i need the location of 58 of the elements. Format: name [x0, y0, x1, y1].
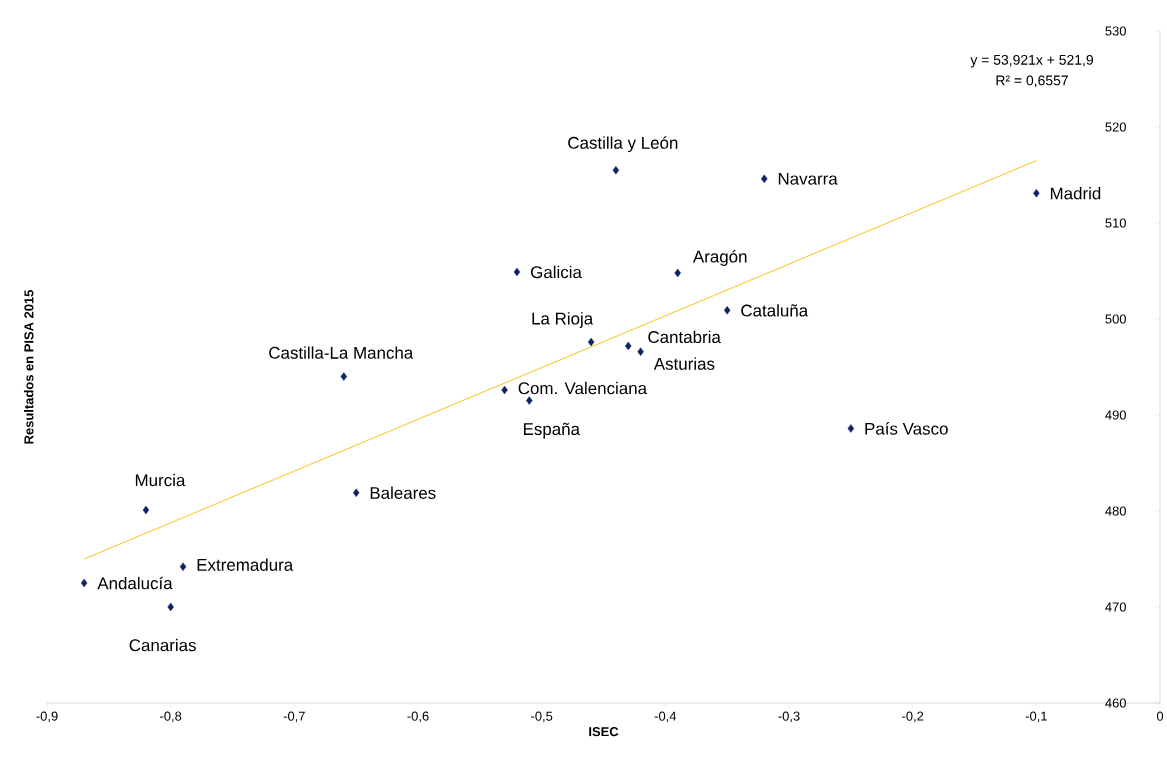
annotation: España — [523, 422, 581, 439]
x-tick-label: -0,6 — [407, 711, 429, 723]
annotation: Murcia — [135, 473, 186, 487]
x-tick-label: -0,2 — [902, 711, 924, 723]
x-tick-label: 0 — [1156, 711, 1164, 721]
point — [513, 267, 521, 277]
point — [587, 337, 595, 347]
point — [674, 268, 681, 278]
x-tick-label: -0,5 — [531, 711, 553, 723]
point — [1033, 189, 1040, 198]
annotation: Cataluña — [741, 304, 809, 317]
y-tick-label: 510 — [1105, 218, 1126, 228]
x-tick-label: -0,1 — [1025, 711, 1047, 723]
point — [612, 166, 620, 175]
point — [761, 174, 768, 184]
annotation: Andalucía — [97, 576, 173, 590]
x-tick-label: -0,9 — [36, 711, 58, 723]
x-tick-label: -0,7 — [283, 711, 305, 723]
point — [167, 602, 174, 612]
annotation: Canarias — [129, 638, 196, 652]
annotation: R² = 0,6557 — [996, 75, 1068, 87]
point — [723, 306, 731, 315]
y-tick-label: 500 — [1105, 314, 1126, 324]
point — [637, 347, 644, 356]
annotation: Asturias — [653, 357, 715, 370]
annotation: y = 53,921x + 521,9 — [970, 54, 1093, 68]
y-axis-title: Resultados en PISA 2015 — [23, 289, 34, 444]
annotation: Aragón — [692, 249, 747, 266]
point — [80, 578, 88, 588]
x-tick-label: -0,4 — [654, 711, 677, 723]
y-tick-label: 520 — [1105, 122, 1126, 132]
point — [501, 385, 508, 395]
point — [340, 372, 347, 381]
y-tick-label: 460 — [1105, 698, 1126, 708]
y-tick-label: 470 — [1105, 602, 1126, 612]
y-tick-label: 530 — [1105, 26, 1126, 36]
annotation: Cantabria — [648, 330, 721, 344]
point — [352, 488, 360, 497]
point — [625, 341, 632, 351]
annotation: Galicia — [531, 265, 582, 279]
point — [526, 396, 533, 405]
annotation: Baleares — [370, 486, 436, 499]
annotation: La Rioja — [532, 312, 594, 328]
annotation: Castilla y León — [568, 136, 678, 153]
y-tick-label: 490 — [1105, 410, 1126, 420]
point — [179, 562, 187, 571]
x-axis-title: ISEC — [589, 727, 619, 737]
x-tick-label: -0,3 — [778, 711, 800, 723]
annotation: Extremadura — [197, 558, 294, 571]
annotation: País Vasco — [865, 422, 948, 435]
x-tick-label: -0,8 — [160, 711, 182, 723]
point — [142, 505, 150, 515]
annotation: Com. Valenciana — [518, 381, 648, 395]
annotation: Madrid — [1050, 187, 1101, 200]
y-tick-label: 480 — [1105, 506, 1126, 516]
point — [847, 424, 855, 433]
annotation: Navarra — [778, 172, 838, 185]
annotation: Castilla-La Mancha — [269, 346, 414, 359]
